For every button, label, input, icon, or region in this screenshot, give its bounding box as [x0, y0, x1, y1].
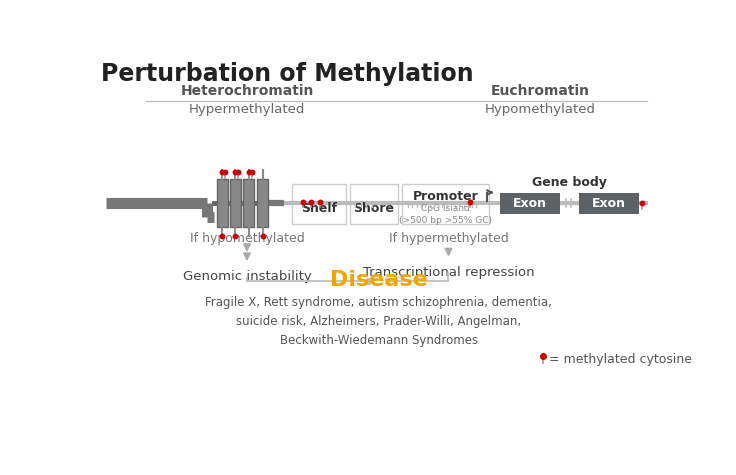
Text: Perturbation of Methylation: Perturbation of Methylation	[102, 62, 474, 86]
Bar	[350, 184, 398, 224]
Bar	[217, 180, 227, 227]
Bar	[230, 180, 241, 227]
Bar	[402, 184, 489, 224]
Text: Heterochromatin: Heterochromatin	[180, 84, 314, 98]
Text: Transcriptional repression: Transcriptional repression	[363, 266, 534, 279]
Text: Hypomethylated: Hypomethylated	[484, 103, 595, 116]
Text: Hypermethylated: Hypermethylated	[189, 103, 305, 116]
Text: If hypomethylated: If hypomethylated	[190, 232, 305, 245]
Text: Euchromatin: Euchromatin	[490, 84, 590, 98]
Text: Shelf: Shelf	[301, 202, 337, 215]
Bar	[292, 184, 346, 224]
Text: Fragile X, Rett syndrome, autism schizophrenia, dementia,
suicide risk, Alzheime: Fragile X, Rett syndrome, autism schizop…	[205, 296, 552, 348]
Bar	[578, 192, 639, 214]
Text: = methylated cytosine: = methylated cytosine	[549, 353, 693, 366]
Bar	[243, 180, 254, 227]
Bar	[257, 180, 268, 227]
Text: Genomic instability: Genomic instability	[183, 270, 311, 283]
Text: Shore: Shore	[353, 202, 394, 215]
Text: Exon: Exon	[592, 197, 626, 210]
Text: Disease: Disease	[330, 270, 428, 290]
Text: CpG Island
(>500 bp >55% GC): CpG Island (>500 bp >55% GC)	[399, 204, 492, 225]
Text: If hypermethylated: If hypermethylated	[389, 232, 509, 245]
Text: Promoter: Promoter	[412, 190, 478, 202]
Text: Gene body: Gene body	[532, 176, 607, 189]
Text: Exon: Exon	[513, 197, 547, 210]
Bar	[500, 192, 560, 214]
